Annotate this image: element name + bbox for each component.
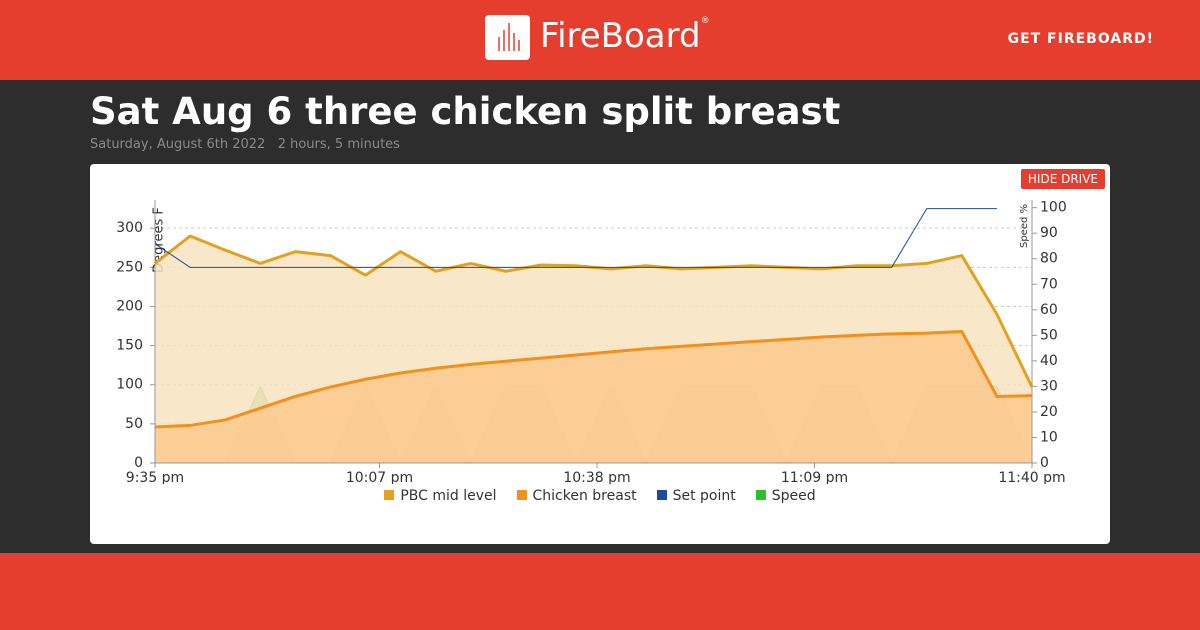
- y-tick-label: 250: [116, 259, 143, 275]
- header: [0, 0, 1200, 80]
- legend-swatch: [384, 490, 395, 500]
- x-tick-label: 11:09 pm: [781, 470, 848, 484]
- hide-drive-button[interactable]: HIDE DRIVE: [1020, 169, 1105, 189]
- logo-mark: ®: [700, 16, 710, 26]
- y-tick-label: 100: [116, 377, 143, 393]
- y-tick-label: 300: [116, 220, 143, 236]
- y2-tick-label: 40: [1040, 353, 1058, 369]
- legend-swatch: [755, 490, 766, 500]
- subtitle: Saturday, August 6th 2022 2 hours, 5 min…: [90, 137, 400, 152]
- x-tick-label: 10:07 pm: [346, 470, 413, 484]
- chart: 0 50 100 150 200 250 300 0 10 20 30 40 50 60 70 80 90 100…: [116, 200, 1067, 486]
- duration: 2 hours, 5 minutes: [277, 137, 400, 152]
- legend-item[interactable]: PBC mid level: [384, 488, 497, 504]
- chart-panel: HIDE DRIVE 0 50 100 150 200 250 300 0 10 20 30 40 50…: [90, 164, 1110, 544]
- x-tick-label: 9:35 pm: [126, 470, 184, 484]
- legend-swatch: [516, 490, 527, 500]
- y2-tick-label: 20: [1040, 404, 1058, 420]
- y-tick-label: 50: [125, 416, 143, 432]
- legend-swatch: [656, 490, 667, 500]
- y2-axis-label: Speed %: [1019, 204, 1030, 248]
- series-line: [154, 208, 997, 268]
- y2-tick-label: 50: [1040, 327, 1058, 343]
- legend-label: Set point: [672, 488, 736, 504]
- legend-label: Speed: [771, 488, 816, 504]
- y2-tick-label: 0: [1040, 455, 1049, 471]
- y-tick-label: 150: [116, 338, 143, 354]
- x-tick-label: 10:38 pm: [563, 470, 630, 484]
- x-tick-label: 11:40 pm: [998, 470, 1065, 484]
- y2-tick-label: 100: [1040, 200, 1067, 216]
- logo-icon[interactable]: [485, 15, 530, 60]
- footer: [0, 553, 1200, 630]
- y2-tick-label: 90: [1040, 225, 1058, 241]
- logo-text: FireBoard: [540, 16, 701, 56]
- legend-item[interactable]: Chicken breast: [516, 488, 637, 504]
- area-fill: [155, 331, 1032, 463]
- y2-tick-label: 30: [1040, 378, 1058, 394]
- y2-tick-label: 80: [1040, 251, 1058, 267]
- y2-tick-label: 60: [1040, 302, 1058, 318]
- y-tick-label: 0: [134, 455, 143, 471]
- series-line: [154, 330, 1033, 429]
- y-tick-label: 200: [116, 298, 143, 314]
- y2-tick-label: 10: [1040, 429, 1058, 445]
- legend-label: Chicken breast: [532, 488, 637, 504]
- y2-tick-label: 70: [1040, 276, 1058, 292]
- date: Saturday, August 6th 2022: [90, 137, 266, 152]
- legend: PBC mid level Chicken breast Set point Spee…: [90, 488, 1110, 504]
- page-title: Sat Aug 6 three chicken split breast: [90, 90, 841, 133]
- legend-item[interactable]: Set point: [656, 488, 736, 504]
- logo-glyph: [498, 23, 520, 51]
- logo[interactable]: FireBoard®: [540, 16, 710, 56]
- legend-label: PBC mid level: [400, 488, 497, 504]
- cta-button[interactable]: GET FIREBOARD!: [1007, 31, 1154, 47]
- legend-item[interactable]: Speed: [755, 488, 816, 504]
